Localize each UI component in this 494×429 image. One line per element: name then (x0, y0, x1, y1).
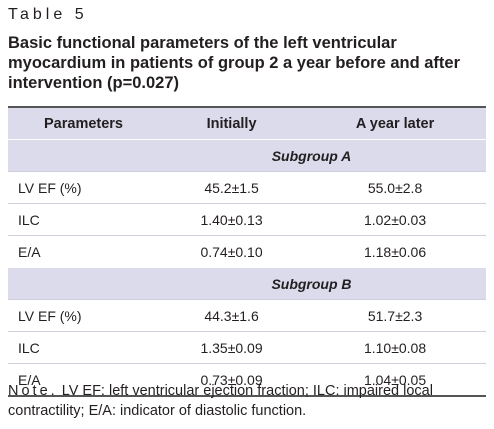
header-row: Parameters Initially A year later (8, 107, 486, 140)
parameter-cell: E/A (8, 235, 159, 268)
parameter-cell: ILC (8, 331, 159, 364)
table-body: Subgroup A LV EF (%) 45.2±1.5 55.0±2.8 ILC 1.… (8, 139, 486, 396)
subgroup-row: Subgroup A (8, 139, 486, 172)
value-cell: 44.3±1.6 (159, 299, 305, 332)
value-cell: 0.74±0.10 (159, 235, 305, 268)
data-row: E/A 0.73±0.09 1.04±0.05 (8, 363, 486, 396)
table-title: Basic functional parameters of the left … (8, 34, 461, 92)
parameter-cell: LV EF (%) (8, 171, 159, 204)
value-cell: 45.2±1.5 (159, 171, 305, 204)
value-cell: 55.0±2.8 (304, 171, 486, 204)
data-row: E/A 0.74±0.10 1.18±0.06 (8, 235, 486, 268)
note-label: Note. (8, 383, 58, 399)
data-table: Parameters Initially A year later Subgro… (8, 106, 486, 397)
parameter-cell: E/A (8, 363, 159, 396)
value-cell: 0.73±0.09 (159, 363, 305, 396)
data-row: ILC 1.40±0.13 1.02±0.03 (8, 203, 486, 236)
value-cell: 1.35±0.09 (159, 331, 305, 364)
data-row: LV EF (%) 44.3±1.6 51.7±2.3 (8, 299, 486, 332)
column-header: Parameters (8, 107, 159, 140)
data-row: LV EF (%) 45.2±1.5 55.0±2.8 (8, 171, 486, 204)
value-cell: 1.18±0.06 (304, 235, 486, 268)
value-cell: 1.40±0.13 (159, 203, 305, 236)
parameter-cell: LV EF (%) (8, 299, 159, 332)
subgroup-row: Subgroup B (8, 267, 486, 300)
subgroup-label: Subgroup B (8, 267, 486, 300)
column-header: Initially (159, 107, 305, 140)
column-header: A year later (304, 107, 486, 140)
note-text: LV EF: left ventricular ejection fractio… (8, 383, 433, 419)
value-cell: 1.02±0.03 (304, 203, 486, 236)
note: Note. LV EF: left ventricular ejection f… (8, 381, 488, 421)
value-cell: 1.04±0.05 (304, 363, 486, 396)
value-cell: 51.7±2.3 (304, 299, 486, 332)
parameter-cell: ILC (8, 203, 159, 236)
data-row: ILC 1.35±0.09 1.10±0.08 (8, 331, 486, 364)
subgroup-label: Subgroup A (8, 139, 486, 172)
value-cell: 1.10±0.08 (304, 331, 486, 364)
table-label: Table 5 (8, 6, 88, 23)
